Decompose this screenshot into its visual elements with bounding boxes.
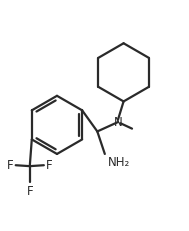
Text: F: F	[26, 185, 33, 198]
Text: N: N	[114, 116, 122, 129]
Text: F: F	[7, 159, 14, 172]
Text: F: F	[46, 159, 52, 172]
Text: NH₂: NH₂	[108, 156, 130, 169]
